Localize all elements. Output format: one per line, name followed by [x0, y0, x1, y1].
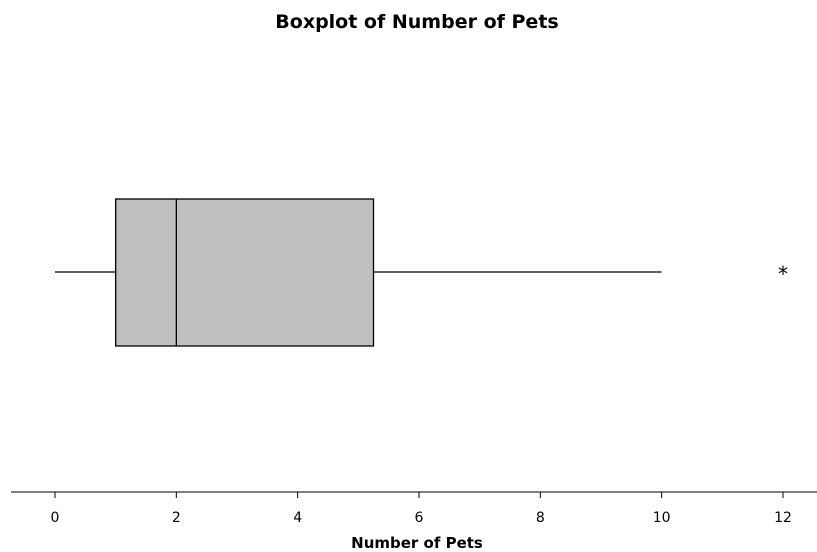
outlier-marker: *	[778, 262, 788, 286]
x-tick-label: 12	[774, 510, 792, 526]
x-tick-label: 2	[172, 510, 181, 526]
x-tick-label: 6	[415, 510, 424, 526]
plot-area: *	[55, 199, 788, 346]
x-axis-label: Number of Pets	[351, 534, 483, 552]
x-tick-label: 4	[293, 510, 302, 526]
x-tick-label: 10	[653, 510, 671, 526]
iqr-box	[116, 199, 374, 346]
x-axis-ticks: 0 2 4 6 8 10 12	[51, 492, 792, 526]
x-tick-label: 0	[51, 510, 60, 526]
x-tick-label: 8	[536, 510, 545, 526]
chart-title: Boxplot of Number of Pets	[275, 11, 558, 33]
